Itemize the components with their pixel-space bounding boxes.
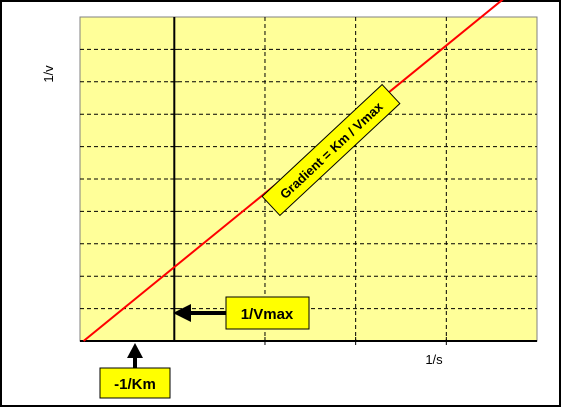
x-intercept-label-box [99, 367, 171, 399]
y-intercept-label: 1/Vmax [241, 306, 294, 323]
y-intercept-arrow-head [173, 304, 191, 322]
x-intercept-arrow-head [127, 343, 143, 358]
x-axis-label: 1/s [425, 352, 443, 367]
grid-lines [80, 17, 537, 341]
gradient-label-box [261, 83, 401, 217]
x-intercept-annotation: -1/Km [99, 343, 171, 399]
x-intercept-label: -1/Km [114, 376, 156, 393]
y-intercept-annotation: 1/Vmax [173, 296, 310, 330]
axes [80, 17, 537, 345]
y-axis-label: 1/v [41, 65, 56, 83]
y-intercept-label-box [225, 296, 310, 330]
